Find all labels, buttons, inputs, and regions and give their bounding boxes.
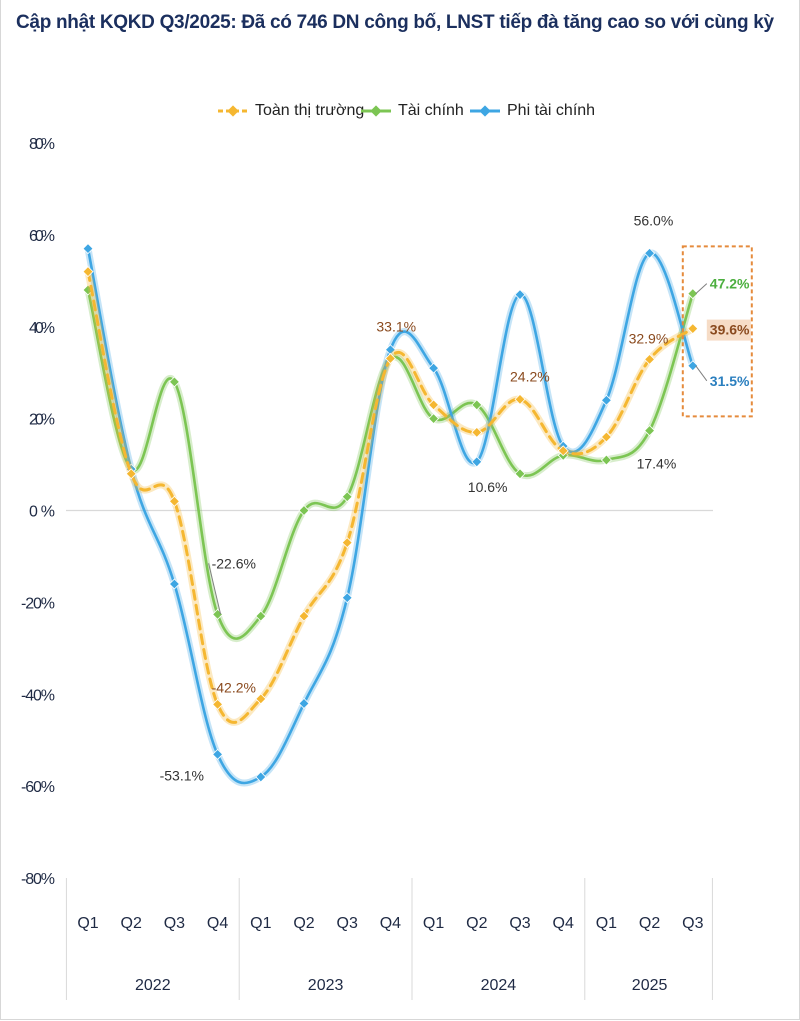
data-label: 56.0%	[634, 212, 674, 228]
data-label: 47.2%	[710, 276, 750, 292]
series-1-marker	[644, 425, 656, 437]
series-1-marker	[298, 504, 310, 517]
x-tick-label: Q2	[121, 915, 142, 932]
series-1-marker	[600, 454, 612, 466]
series-0-marker	[212, 698, 224, 710]
legend-item-toan-thi-truong[interactable]: Toàn thị trường	[216, 98, 364, 124]
series-0-glow	[84, 268, 697, 726]
series-0-marker	[341, 537, 353, 549]
data-label-leader	[208, 563, 222, 615]
series-0-marker	[514, 393, 526, 405]
x-tick-label: Q1	[596, 915, 617, 932]
series-2-marker	[687, 360, 699, 372]
y-tick-label: -60%	[21, 779, 55, 796]
series-2-marker	[514, 289, 526, 301]
y-tick-label: 60%	[29, 228, 55, 245]
x-tick-label: Q2	[293, 915, 314, 932]
x-tick-label: Q3	[164, 915, 185, 932]
y-tick-label: 0%	[29, 504, 55, 521]
series-2-marker	[341, 592, 353, 604]
series-0-marker	[82, 266, 94, 278]
y-tick-label: 80%	[29, 136, 55, 153]
data-label: -53.1%	[160, 767, 204, 783]
legend-swatch-green-diamond-icon	[361, 105, 391, 117]
data-label: 32.9%	[629, 330, 669, 346]
data-label: 33.1%	[376, 318, 416, 334]
y-tick-label: 20%	[29, 412, 55, 429]
series-0-marker	[298, 610, 310, 622]
series-1-marker	[471, 399, 483, 411]
series-2-marker	[384, 344, 396, 356]
series-0-marker	[600, 431, 612, 443]
series-2-marker	[600, 394, 612, 406]
series-2-marker	[255, 771, 267, 783]
x-tick-label: Q3	[337, 915, 358, 932]
series-0-marker	[644, 353, 656, 365]
x-tick-label: Q1	[423, 915, 444, 932]
x-tick-label: Q4	[380, 915, 401, 932]
x-tick-label: Q2	[466, 915, 487, 932]
series-1-marker	[428, 413, 440, 425]
legend-item-phi-tai-chinh[interactable]: Phi tài chính	[468, 98, 595, 124]
year-label: 2022	[135, 977, 171, 994]
legend: Toàn thị trường Tài chính Phi tài chính	[1, 98, 800, 124]
legend-swatch-dashed-diamond-icon	[218, 105, 248, 117]
x-tick-label: Q4	[553, 915, 574, 932]
series-0-marker	[428, 399, 440, 411]
legend-item-tai-chinh[interactable]: Tài chính	[359, 98, 464, 124]
x-tick-label: Q1	[250, 915, 271, 932]
legend-label: Phi tài chính	[507, 102, 596, 119]
q3-2025-highlight-box	[681, 245, 753, 418]
x-tick-label: Q2	[639, 915, 660, 932]
series-0-marker	[384, 352, 396, 364]
series-2-marker	[428, 362, 440, 374]
series-2-marker	[212, 748, 224, 760]
data-label: -42.2%	[212, 679, 256, 695]
y-tick-label: -20%	[21, 595, 55, 612]
series-2-marker	[644, 247, 656, 259]
year-label: 2025	[632, 977, 668, 994]
data-label: 31.5%	[710, 373, 750, 389]
data-label-leader	[695, 283, 708, 295]
data-label-highlight	[706, 319, 751, 341]
series-2-marker	[471, 456, 483, 468]
y-tick-label: -80%	[21, 871, 55, 888]
x-tick-label: Q3	[509, 915, 530, 932]
data-label: 39.6%	[710, 322, 750, 338]
series-0-line	[86, 270, 695, 724]
series-0-marker	[168, 495, 180, 507]
legend-label: Toàn thị trường	[255, 102, 365, 119]
series-2-marker	[298, 697, 310, 709]
series-1-marker	[514, 468, 526, 480]
series-0-marker	[557, 445, 569, 457]
year-label: 2023	[308, 977, 344, 994]
year-label: 2024	[481, 977, 517, 994]
y-tick-label: 40%	[29, 320, 55, 337]
x-tick-label: Q1	[77, 915, 98, 932]
data-label: 17.4%	[637, 456, 677, 472]
x-tick-label: Q4	[207, 915, 228, 932]
data-label: 24.2%	[510, 368, 550, 384]
legend-label: Tài chính	[398, 102, 464, 119]
series-1-marker	[687, 288, 699, 300]
series-0-marker	[255, 693, 267, 705]
chart-title: Cập nhật KQKD Q3/2025: Đã có 746 DN công…	[16, 12, 774, 33]
series-0-marker	[687, 323, 699, 335]
legend-swatch-blue-diamond-icon	[470, 105, 500, 117]
series-0-marker	[125, 468, 137, 480]
data-label: 10.6%	[468, 479, 508, 495]
x-tick-label: Q3	[682, 915, 703, 932]
series-2-marker	[82, 243, 94, 255]
y-tick-label: -40%	[21, 687, 55, 704]
data-label: -22.6%	[212, 555, 256, 571]
series-2-marker	[168, 578, 180, 590]
series-1-marker	[341, 491, 353, 503]
series-1-marker	[168, 376, 180, 388]
series-1-marker	[255, 610, 267, 622]
data-label-leader	[695, 365, 708, 382]
series-0-marker	[471, 426, 483, 438]
